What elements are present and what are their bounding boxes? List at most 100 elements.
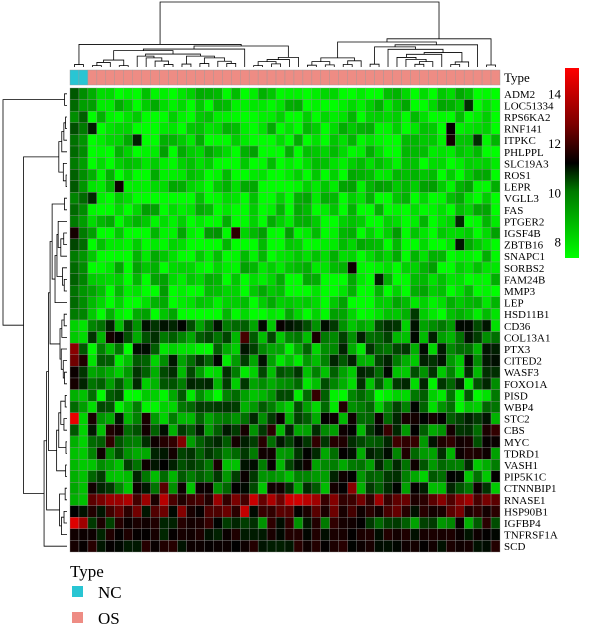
- dendrogram-branch: [96, 62, 111, 67]
- heatmap-cell: [213, 435, 223, 448]
- heatmap-cell: [437, 261, 447, 274]
- heatmap-cell: [87, 377, 98, 390]
- heatmap-cell: [284, 470, 295, 483]
- heatmap-cell: [374, 424, 384, 437]
- heatmap-cell: [401, 215, 411, 228]
- heatmap-cell: [222, 459, 232, 471]
- heatmap-cell: [329, 273, 339, 286]
- dendrogram-branch: [154, 60, 169, 67]
- heatmap-cell: [437, 435, 447, 448]
- heatmap-cell: [275, 493, 286, 506]
- heatmap-cell: [257, 273, 268, 286]
- heatmap-cell: [275, 354, 286, 367]
- heatmap-cell: [383, 296, 393, 309]
- heatmap-cell: [150, 111, 160, 123]
- heatmap-cell: [428, 354, 438, 367]
- heatmap-cell: [481, 482, 492, 495]
- heatmap-cell: [446, 308, 456, 321]
- heatmap-cell: [177, 354, 187, 367]
- heatmap-cell: [266, 447, 277, 460]
- heatmap-cell: [132, 517, 142, 529]
- heatmap-cell: [490, 180, 501, 193]
- heatmap-cell: [78, 412, 89, 425]
- heatmap-cell: [320, 134, 330, 147]
- heatmap-cell: [428, 169, 438, 181]
- heatmap-cell: [365, 227, 375, 239]
- heatmap-cell: [463, 87, 474, 100]
- heatmap-cell: [105, 517, 115, 529]
- dendrogram-branch: [307, 64, 317, 67]
- heatmap-cell: [257, 493, 268, 506]
- gene-label: TDRD1: [504, 448, 539, 460]
- heatmap-cell: [347, 528, 357, 541]
- heatmap-cell: [392, 122, 402, 135]
- heatmap-cell: [320, 482, 330, 495]
- heatmap-cell: [275, 134, 286, 147]
- heatmap-cell: [428, 145, 438, 158]
- heatmap-cell: [455, 296, 465, 309]
- heatmap-cell: [365, 157, 375, 170]
- heatmap-cell: [472, 111, 483, 123]
- heatmap-cell: [257, 459, 268, 471]
- heatmap-cell: [257, 203, 268, 216]
- heatmap-cell: [266, 470, 277, 483]
- heatmap-cell: [463, 99, 474, 112]
- heatmap-cell: [78, 261, 89, 274]
- heatmap-cell: [213, 424, 223, 437]
- heatmap-cell: [392, 296, 402, 309]
- dendrogram-branch: [450, 64, 461, 67]
- heatmap-cell: [231, 447, 241, 460]
- heatmap-cell: [257, 111, 268, 123]
- gene-label: CD36: [504, 321, 531, 333]
- heatmap-cell: [159, 215, 169, 228]
- heatmap-cell: [401, 412, 411, 425]
- heatmap-cell: [195, 261, 205, 274]
- annotation-cell-os: [490, 69, 501, 86]
- gene-label: WBP4: [504, 402, 534, 414]
- heatmap-cell: [383, 331, 393, 344]
- heatmap-cell: [347, 296, 357, 309]
- heatmap-cell: [257, 122, 268, 135]
- dendrogram-branch: [320, 57, 355, 62]
- heatmap-cell: [302, 331, 313, 344]
- heatmap-cell: [87, 99, 98, 112]
- heatmap-cell: [159, 169, 169, 181]
- heatmap-cell: [428, 273, 438, 286]
- heatmap-cell: [87, 122, 98, 135]
- heatmap-cell: [123, 296, 133, 309]
- heatmap-cell: [383, 447, 393, 460]
- heatmap-cell: [195, 447, 205, 460]
- heatmap-cell: [490, 227, 501, 239]
- heatmap-cell: [105, 250, 115, 263]
- heatmap-cell: [222, 227, 232, 239]
- heatmap-cell: [231, 424, 241, 437]
- heatmap-cell: [96, 145, 107, 158]
- heatmap-cell: [266, 412, 277, 425]
- heatmap-cell: [266, 134, 277, 147]
- heatmap-cell: [320, 470, 330, 483]
- dendrogram-branch: [59, 493, 66, 527]
- heatmap-cell: [150, 250, 160, 263]
- heatmap-cell: [78, 319, 89, 332]
- heatmap-cell: [392, 145, 402, 158]
- heatmap-cell: [123, 470, 133, 483]
- heatmap-cell: [257, 412, 268, 425]
- heatmap-cell: [177, 401, 187, 413]
- heatmap-cell: [150, 145, 160, 158]
- heatmap-cell: [114, 343, 124, 355]
- heatmap-cell: [356, 99, 366, 112]
- heatmap-cell: [248, 192, 259, 205]
- heatmap-cell: [311, 261, 322, 274]
- heatmap-cell: [374, 238, 384, 251]
- heatmap-cell: [114, 203, 124, 216]
- gene-label: SLC19A3: [504, 158, 549, 170]
- heatmap-cell: [419, 169, 429, 181]
- heatmap-cell: [446, 505, 456, 518]
- heatmap-cell: [392, 215, 402, 228]
- heatmap-cell: [356, 145, 366, 158]
- heatmap-cell: [204, 296, 214, 309]
- heatmap-cell: [419, 215, 429, 228]
- heatmap-cell: [141, 354, 151, 367]
- heatmap-cell: [284, 87, 295, 100]
- heatmap-cell: [392, 250, 402, 263]
